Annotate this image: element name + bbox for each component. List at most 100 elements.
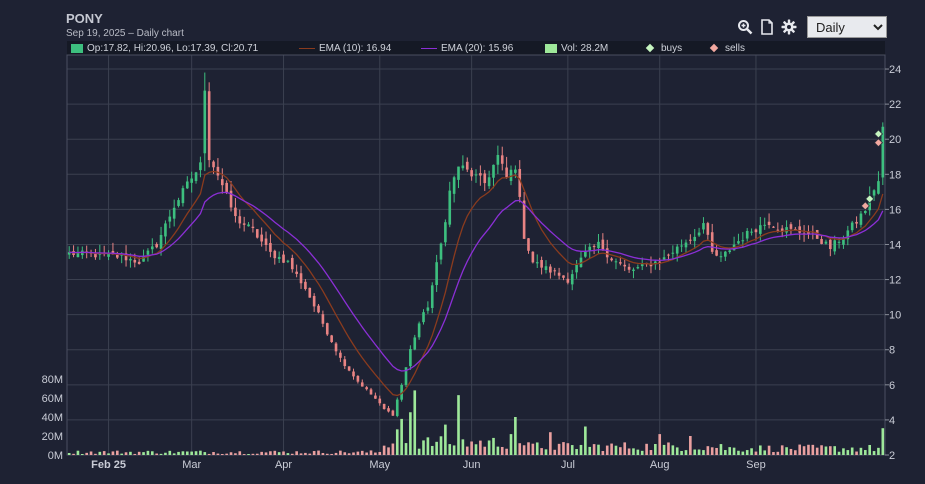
candle-body — [339, 352, 342, 358]
candle-body — [277, 256, 281, 259]
volume-bar — [72, 453, 75, 455]
candle-body — [820, 239, 823, 244]
volume-bar — [759, 445, 762, 455]
candle-body — [745, 230, 749, 239]
candle-body — [146, 250, 150, 255]
candle-body — [352, 371, 355, 377]
buy-marker — [865, 194, 875, 204]
volume-bar — [378, 451, 382, 455]
volume-bar — [422, 440, 425, 455]
volume-bar — [76, 450, 80, 455]
volume-bar — [522, 445, 526, 455]
volume-tick-label: 20M — [42, 431, 63, 443]
gear-icon[interactable] — [781, 19, 797, 35]
volume-bar — [465, 446, 469, 455]
volume-bar — [750, 448, 753, 455]
volume-bar — [409, 412, 412, 455]
volume-bar — [584, 426, 587, 455]
volume-bar — [80, 454, 84, 455]
candle-body — [452, 177, 456, 194]
volume-bar — [724, 450, 727, 455]
volume-bar — [684, 450, 688, 455]
volume-bar — [864, 450, 867, 455]
volume-bar — [483, 446, 487, 455]
candle-body — [203, 90, 207, 154]
price-tick-label: 18 — [889, 169, 901, 181]
volume-bar — [356, 451, 360, 455]
volume-bar — [535, 442, 539, 455]
volume-bar — [505, 448, 508, 455]
volume-bar — [798, 444, 802, 455]
volume-bar — [374, 452, 377, 455]
candle-body — [531, 251, 535, 263]
volume-bar — [369, 450, 373, 455]
volume-bar — [675, 447, 679, 455]
candle-body — [509, 169, 513, 181]
candle-body — [667, 254, 670, 256]
volume-bar — [448, 444, 452, 455]
volume-bar — [531, 443, 535, 455]
volume-bar — [689, 436, 692, 455]
candle-body — [877, 181, 880, 194]
candle-body — [728, 250, 732, 253]
legend-volume: Vol: 28.2M — [545, 41, 608, 55]
volume-bar — [172, 453, 176, 455]
volume-bar — [562, 442, 565, 455]
zoom-icon[interactable] — [737, 19, 753, 35]
volume-bar — [439, 436, 443, 455]
candle-body — [575, 265, 578, 273]
candle-body — [772, 226, 775, 228]
candle-body — [881, 126, 885, 178]
candle-body — [505, 167, 508, 178]
volume-bar — [417, 448, 421, 455]
volume-bar — [255, 453, 259, 455]
candle-body — [444, 222, 447, 243]
volume-tick-label: 40M — [42, 412, 63, 424]
candle-body — [693, 236, 697, 242]
volume-bar — [260, 451, 263, 455]
volume-bar — [413, 390, 417, 455]
candle-body — [496, 155, 500, 165]
sell-marker — [860, 201, 870, 211]
volume-bar — [194, 451, 198, 455]
document-icon[interactable] — [759, 19, 775, 35]
price-tick-label: 24 — [889, 64, 901, 76]
volume-bar — [518, 443, 522, 455]
candle-body — [317, 305, 320, 313]
candle-body — [741, 240, 745, 242]
volume-swatch — [545, 43, 557, 53]
candle-body — [422, 312, 425, 323]
candle-body — [299, 273, 303, 284]
candle-body — [133, 259, 137, 263]
volume-bar — [150, 451, 154, 455]
candle-body — [374, 395, 377, 399]
volume-bar — [220, 453, 224, 455]
volume-bar — [435, 441, 438, 455]
price-tick-label: 16 — [889, 204, 901, 216]
candle-body — [872, 190, 876, 196]
candle-body — [492, 164, 495, 178]
volume-bar — [741, 451, 745, 455]
volume-bar — [789, 448, 793, 455]
legend-buys: buys — [645, 41, 682, 55]
candle-body — [216, 166, 220, 176]
volume-bar — [710, 447, 714, 455]
candle-body — [605, 248, 609, 258]
period-select[interactable]: Daily — [807, 16, 887, 38]
volume-bar — [89, 451, 93, 455]
volume-bar — [614, 445, 618, 455]
volume-bar — [177, 451, 180, 455]
volume-bar — [619, 447, 622, 455]
volume-bar — [229, 452, 233, 455]
volume-bar — [129, 451, 132, 455]
candle-body — [124, 253, 128, 261]
candle-body — [365, 387, 368, 390]
volume-bar — [461, 439, 465, 455]
date-tick-label: Apr — [275, 459, 292, 471]
volume-bar — [807, 444, 810, 455]
candle-body — [461, 165, 465, 169]
volume-bar — [601, 451, 605, 455]
price-tick-label: 6 — [889, 380, 895, 392]
candle-body — [601, 239, 605, 251]
